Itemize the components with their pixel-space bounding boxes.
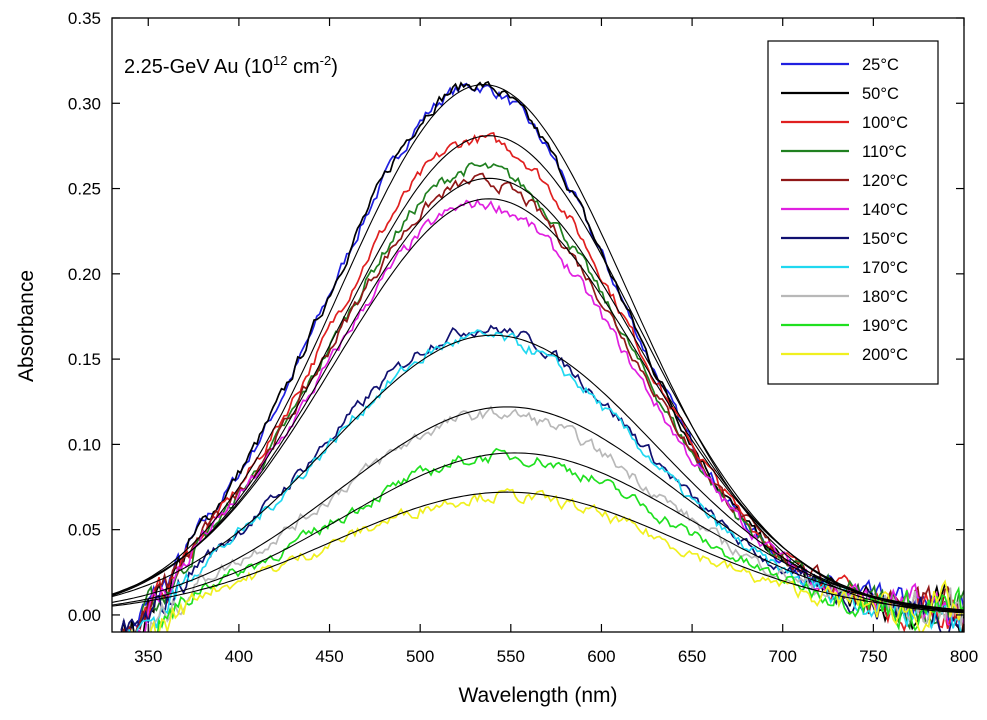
y-tick-label: 0.30 — [68, 94, 101, 113]
x-tick-label: 550 — [497, 647, 525, 666]
y-tick-label: 0.35 — [68, 9, 101, 28]
legend-label: 120°C — [862, 172, 908, 190]
curves-layer — [112, 80, 964, 632]
annotation-end: ) — [331, 56, 338, 78]
legend-label: 180°C — [862, 288, 908, 306]
fit-curve-6 — [112, 406, 964, 611]
fit-curve-5 — [112, 334, 964, 612]
y-tick-label: 0.25 — [68, 180, 101, 199]
legend-label: 190°C — [862, 317, 908, 335]
x-tick-label: 400 — [225, 647, 253, 666]
fit-curve-7 — [112, 452, 964, 611]
annotation-mid: cm — [287, 56, 319, 78]
x-tick-label: 500 — [406, 647, 434, 666]
series-line-150c — [120, 324, 964, 632]
plot-frame — [111, 17, 965, 633]
annotation-exponent-2: -2 — [320, 53, 332, 68]
x-tick-label: 650 — [678, 647, 706, 666]
legend-label: 100°C — [862, 114, 908, 132]
legend-label: 150°C — [862, 230, 908, 248]
axes-layer: 350 400 450 500 550 600 650 700 750 800 0.00 0.05 0.… — [68, 9, 978, 666]
x-tick-label: 750 — [859, 647, 887, 666]
annotation-main: 2.25-GeV Au (10 — [124, 56, 273, 78]
y-tick-label: 0.05 — [68, 521, 101, 540]
fit-curve-2 — [112, 135, 964, 613]
fit-curve-8 — [112, 491, 964, 612]
x-tick-label: 700 — [769, 647, 797, 666]
annotation-exponent-1: 12 — [273, 53, 287, 68]
legend-label: 140°C — [862, 201, 908, 219]
x-tick-label: 600 — [587, 647, 615, 666]
legend-label: 25°C — [862, 56, 899, 74]
y-axis-title: Absorbance — [15, 270, 38, 382]
x-axis-title: Wavelength (nm) — [458, 684, 617, 707]
x-tick-label: 350 — [134, 647, 162, 666]
y-tick-label: 0.00 — [68, 606, 101, 625]
fit-curve-4 — [112, 198, 964, 612]
legend: 25°C 50°C 100°C 110°C 120°C 140°C 150°C 170°C 18… — [767, 40, 939, 385]
annotation: 2.25-GeV Au (1012 cm-2) — [124, 53, 338, 78]
legend-box — [767, 40, 939, 385]
y-tick-label: 0.15 — [68, 350, 101, 369]
legend-label: 200°C — [862, 346, 908, 364]
x-tick-label: 450 — [315, 647, 343, 666]
series-line-180c — [125, 405, 964, 632]
legend-label: 110°C — [862, 143, 907, 161]
y-tick-label: 0.20 — [68, 265, 101, 284]
legend-label: 50°C — [862, 85, 899, 103]
x-tick-label: 800 — [950, 647, 978, 666]
y-tick-label: 0.10 — [68, 435, 101, 454]
legend-label: 170°C — [862, 259, 908, 277]
